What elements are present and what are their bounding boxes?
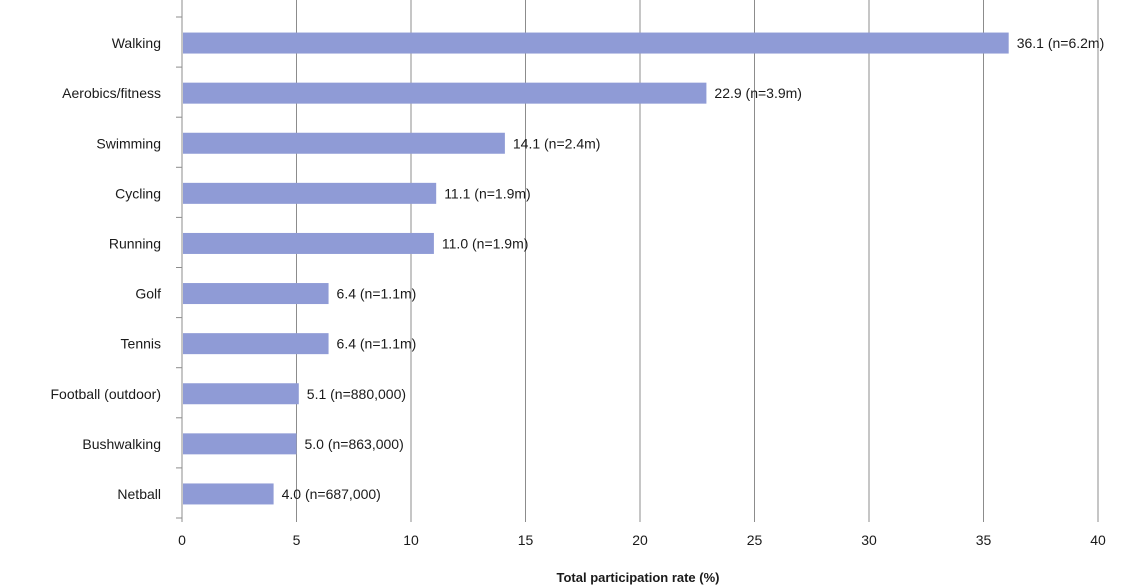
- x-tick-label: 15: [518, 532, 534, 548]
- data-label: 11.0 (n=1.9m): [442, 235, 529, 251]
- bars: [183, 32, 1009, 505]
- data-label: 36.1 (n=6.2m): [1017, 35, 1105, 51]
- bar-football-outdoor-: [183, 383, 299, 405]
- data-label: 5.0 (n=863,000): [305, 436, 404, 452]
- bar-running: [183, 232, 434, 254]
- labels: 0 5 10 15 20 25 30 35 40 Walking 36.1 (n=6.2m) Aero…: [50, 35, 1106, 548]
- bar-swimming: [183, 132, 505, 154]
- bar-netball: [183, 483, 274, 505]
- category-label: Running: [109, 235, 161, 251]
- category-label: Golf: [135, 286, 161, 302]
- category-label: Netball: [117, 486, 161, 502]
- category-label: Bushwalking: [82, 436, 161, 452]
- bar-bushwalking: [183, 433, 297, 455]
- category-label: Aerobics/fitness: [62, 85, 161, 101]
- x-tick-label: 25: [747, 532, 763, 548]
- bar-tennis: [183, 333, 329, 355]
- x-tick-label: 5: [293, 532, 301, 548]
- x-axis-title: Total participation rate (%): [557, 570, 720, 585]
- x-tick-label: 0: [178, 532, 186, 548]
- category-label: Swimming: [96, 135, 161, 151]
- gridlines: [296, 0, 1099, 522]
- x-tick-label: 35: [976, 532, 992, 548]
- data-label: 14.1 (n=2.4m): [513, 135, 601, 151]
- category-label: Walking: [112, 35, 161, 51]
- x-tick-label: 40: [1090, 532, 1106, 548]
- bar-aerobics-fitness: [183, 82, 707, 104]
- x-tick-label: 10: [403, 532, 419, 548]
- data-label: 6.4 (n=1.1m): [337, 286, 417, 302]
- data-label: 5.1 (n=880,000): [307, 386, 406, 402]
- x-tick-label: 20: [632, 532, 648, 548]
- bar-golf: [183, 283, 329, 305]
- data-label: 22.9 (n=3.9m): [714, 85, 802, 101]
- axes: [176, 0, 183, 522]
- category-label: Football (outdoor): [50, 386, 161, 402]
- x-tick-label: 30: [861, 532, 877, 548]
- bar-cycling: [183, 182, 437, 204]
- category-label: Cycling: [115, 185, 161, 201]
- bar-walking: [183, 32, 1009, 54]
- data-label: 11.1 (n=1.9m): [444, 185, 531, 201]
- data-label: 6.4 (n=1.1m): [337, 336, 417, 352]
- data-label: 4.0 (n=687,000): [282, 486, 381, 502]
- category-label: Tennis: [121, 336, 161, 352]
